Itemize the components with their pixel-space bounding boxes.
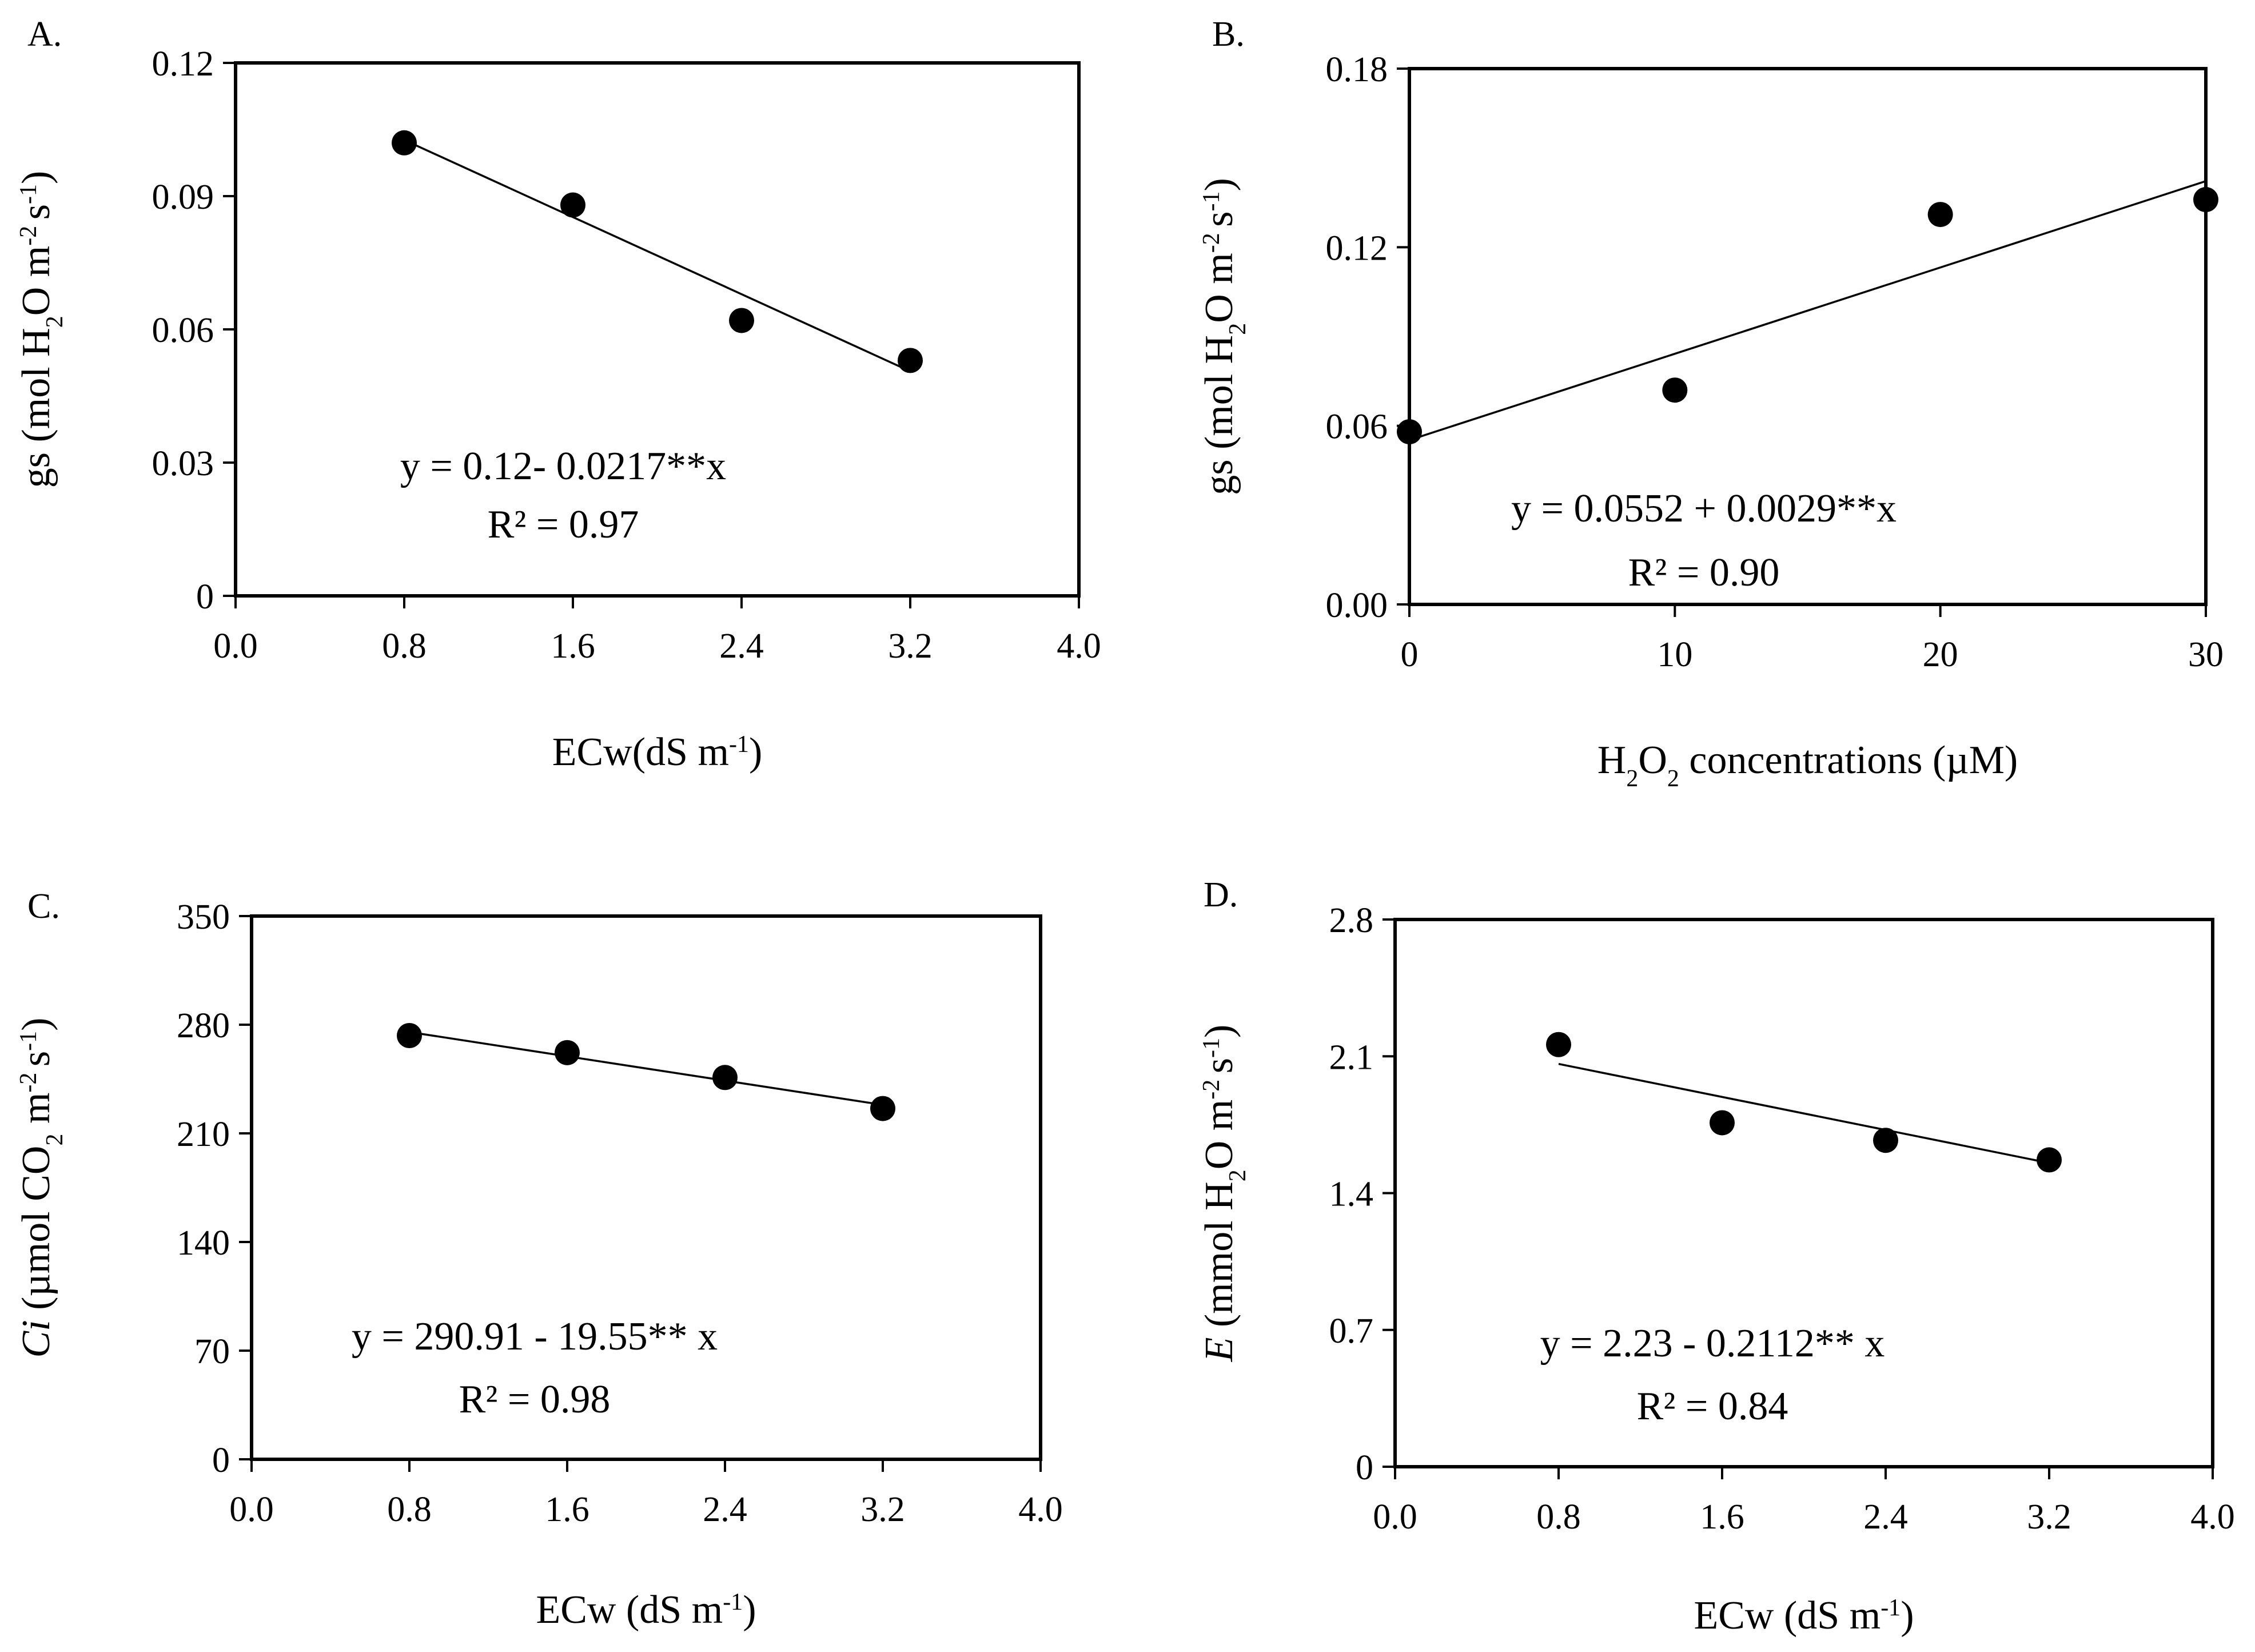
x-tick-label: 2.4 bbox=[703, 1490, 747, 1529]
chart-panel-c: C. 0 70 140 210 280 350 0.0 0.8 1.6 2.4 3.2 4.0 y = 2… bbox=[14, 887, 1063, 1632]
y-tick-label: 0 bbox=[1356, 1448, 1373, 1487]
y-tick-label: 2.8 bbox=[1329, 901, 1374, 940]
y-tick-label: 0.06 bbox=[152, 311, 214, 350]
x-tick-label: 0.8 bbox=[382, 627, 427, 666]
data-point bbox=[2193, 187, 2218, 213]
x-tick-label: 0.0 bbox=[1373, 1498, 1417, 1536]
x-tick-label: 10 bbox=[1657, 635, 1692, 674]
y-tick-label: 0 bbox=[196, 578, 214, 616]
regression-equation: y = 0.0552 + 0.0029**x bbox=[1511, 487, 1897, 531]
regression-equation: y = 2.23 - 0.2112** x bbox=[1540, 1321, 1885, 1366]
chart-panel-a: A. 0 0.03 0.06 0.09 0.12 0.0 0.8 1.6 2.4 3.2 4.0 y =… bbox=[14, 15, 1101, 774]
y-axis-label: gs (mol H2O m-2 s-1) bbox=[14, 171, 68, 488]
x-tick-label: 0.0 bbox=[229, 1490, 274, 1529]
trendline bbox=[404, 139, 911, 372]
data-point bbox=[712, 1065, 738, 1090]
x-tick-label: 3.2 bbox=[860, 1490, 905, 1529]
data-point bbox=[392, 130, 417, 156]
x-tick-label: 0.8 bbox=[387, 1490, 432, 1529]
y-tick-label: 210 bbox=[177, 1115, 230, 1154]
panel-label: C. bbox=[27, 887, 60, 926]
y-axis-label: Ci (µmol CO2 m-2 s-1) bbox=[14, 1018, 68, 1358]
data-point bbox=[729, 308, 754, 333]
r-squared: R² = 0.90 bbox=[1628, 551, 1780, 595]
data-point bbox=[870, 1096, 895, 1121]
y-tick-label: 0.06 bbox=[1326, 408, 1388, 447]
data-point bbox=[1710, 1110, 1735, 1136]
y-axis-label: E (mmol H2O m-2 s-1) bbox=[1197, 1025, 1251, 1363]
x-tick-label: 2.4 bbox=[1863, 1498, 1908, 1536]
y-tick-label: 0.7 bbox=[1329, 1312, 1374, 1351]
chart-panel-d: D. 0 0.7 1.4 2.1 2.8 0.0 0.8 1.6 2.4 3.2 4.0 y = 2.2… bbox=[1197, 875, 2235, 1638]
data-point bbox=[555, 1040, 580, 1065]
y-tick-label: 0 bbox=[212, 1441, 230, 1480]
y-tick-label: 0.03 bbox=[152, 444, 214, 483]
x-tick-label: 3.2 bbox=[2027, 1498, 2071, 1536]
y-tick-label: 280 bbox=[177, 1006, 230, 1045]
regression-equation: y = 290.91 - 19.55** x bbox=[352, 1315, 718, 1359]
panel-label: D. bbox=[1204, 875, 1238, 914]
x-tick-label: 4.0 bbox=[1057, 627, 1101, 666]
x-tick-label: 0 bbox=[1401, 635, 1419, 674]
x-tick-label: 2.4 bbox=[719, 627, 764, 666]
data-point bbox=[2037, 1147, 2062, 1173]
y-tick-label: 1.4 bbox=[1329, 1175, 1374, 1214]
y-tick-label: 0.12 bbox=[152, 45, 214, 83]
r-squared: R² = 0.98 bbox=[459, 1378, 611, 1422]
plot-frame bbox=[1408, 67, 2208, 606]
x-axis-label: ECw(dS m-1) bbox=[552, 730, 763, 774]
x-tick-label: 3.2 bbox=[888, 627, 933, 666]
x-tick-label: 4.0 bbox=[1018, 1490, 1063, 1529]
y-tick-label: 70 bbox=[194, 1332, 230, 1371]
r-squared: R² = 0.97 bbox=[488, 503, 639, 547]
x-tick-label: 1.6 bbox=[551, 627, 595, 666]
plot-frame bbox=[250, 914, 1042, 1461]
y-tick-label: 0.18 bbox=[1326, 50, 1388, 89]
y-tick-label: 2.1 bbox=[1329, 1038, 1374, 1077]
trendline bbox=[1409, 180, 2206, 441]
data-point bbox=[560, 192, 585, 218]
data-point bbox=[898, 348, 923, 373]
y-tick-label: 350 bbox=[177, 898, 230, 937]
x-axis-label: H2O2 concentrations (µM) bbox=[1597, 738, 2018, 792]
x-tick-label: 30 bbox=[2188, 635, 2224, 674]
y-tick-label: 0.12 bbox=[1326, 229, 1388, 268]
trendline bbox=[1558, 1062, 2050, 1164]
x-tick-label: 0.8 bbox=[1536, 1498, 1581, 1536]
panel-label: A. bbox=[27, 15, 62, 54]
x-tick-label: 20 bbox=[1923, 635, 1958, 674]
y-tick-label: 0.09 bbox=[152, 178, 214, 217]
r-squared: R² = 0.84 bbox=[1637, 1384, 1788, 1428]
data-point bbox=[1662, 377, 1688, 403]
data-point bbox=[1546, 1032, 1571, 1057]
trendline bbox=[409, 1031, 883, 1106]
data-point bbox=[1873, 1128, 1898, 1153]
x-tick-label: 1.6 bbox=[1700, 1498, 1744, 1536]
regression-equation: y = 0.12- 0.0217**x bbox=[400, 444, 726, 488]
x-axis-label: ECw (dS m-1) bbox=[536, 1588, 756, 1632]
y-axis-label: gs (mol H2O m-2 s-1) bbox=[1197, 178, 1251, 495]
data-point bbox=[397, 1023, 422, 1048]
data-point bbox=[1927, 202, 1953, 228]
x-tick-label: 4.0 bbox=[2190, 1498, 2235, 1536]
y-tick-label: 140 bbox=[177, 1224, 230, 1263]
x-tick-label: 0.0 bbox=[213, 627, 258, 666]
chart-panel-b: B. 0.00 0.06 0.12 0.18 0 10 20 30 y = 0.0552 + 0.… bbox=[1197, 15, 2224, 792]
x-tick-label: 1.6 bbox=[545, 1490, 589, 1529]
y-tick-label: 0.00 bbox=[1326, 586, 1388, 625]
data-point bbox=[1397, 419, 1422, 445]
x-axis-label: ECw (dS m-1) bbox=[1694, 1594, 1914, 1638]
panel-label: B. bbox=[1212, 15, 1245, 54]
